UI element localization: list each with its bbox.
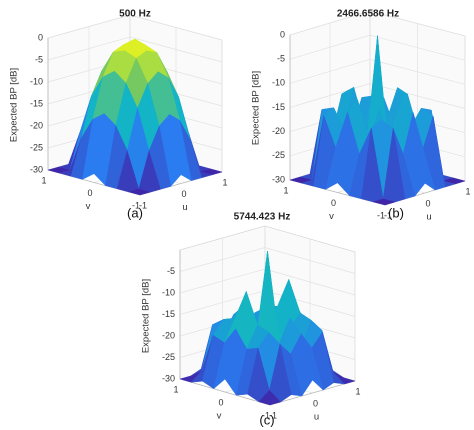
z-tick-label: -30	[272, 174, 285, 184]
x-tick-label: 0	[181, 189, 186, 199]
x-tick-label: -1	[384, 210, 392, 220]
x-tick-label: 0	[425, 198, 430, 208]
z-tick-label: -5	[167, 266, 175, 276]
x-tick-label: 1	[465, 186, 470, 196]
z-tick-label: -5	[35, 54, 43, 64]
z-tick-label: -15	[162, 309, 175, 319]
z-axis-label: Expected BP [dB]	[251, 71, 262, 145]
z-tick-label: 0	[280, 29, 285, 39]
z-tick-label: -15	[30, 98, 43, 108]
x-axis-label: u	[426, 212, 431, 223]
z-tick-label: -25	[272, 150, 285, 160]
y-tick-label: 1	[173, 384, 178, 394]
y-axis-label: v	[217, 411, 222, 422]
y-tick-label: -1	[132, 200, 140, 210]
z-tick-label: -20	[30, 120, 43, 130]
x-tick-label: 1	[355, 386, 360, 396]
y-axis-label: v	[86, 201, 91, 212]
caption: (b)	[388, 205, 404, 220]
chart-title: 500 Hz	[119, 9, 151, 20]
x-axis-label: u	[182, 202, 187, 213]
z-tick-label: -10	[162, 287, 175, 297]
chart-title: 2466.6586 Hz	[337, 9, 399, 20]
y-tick-label: -1	[262, 410, 270, 420]
z-tick-label: -20	[162, 330, 175, 340]
x-tick-label: 1	[222, 177, 227, 187]
y-tick-label: 1	[41, 175, 46, 185]
y-tick-label: -1	[377, 210, 385, 220]
z-tick-label: 0	[38, 32, 43, 42]
z-tick-label: -5	[277, 54, 285, 64]
x-tick-label: -1	[269, 410, 277, 420]
y-axis-label: v	[329, 211, 334, 222]
y-tick-label: 0	[218, 397, 223, 407]
z-tick-label: -10	[272, 78, 285, 88]
chart-title: 5744.423 Hz	[234, 212, 291, 223]
z-tick-label: -10	[30, 76, 43, 86]
z-tick-label: -30	[162, 373, 175, 383]
z-axis-label: Expected BP [dB]	[9, 68, 20, 142]
caption: (a)	[127, 205, 143, 220]
y-tick-label: 0	[331, 198, 336, 208]
z-tick-label: -15	[272, 102, 285, 112]
y-tick-label: 0	[87, 188, 92, 198]
caption: (c)	[259, 412, 274, 427]
z-axis-label: Expected BP [dB]	[141, 279, 152, 353]
z-tick-label: -30	[30, 164, 43, 174]
surface-patch	[372, 198, 396, 206]
z-tick-label: -25	[162, 352, 175, 362]
x-tick-label: -1	[139, 200, 147, 210]
x-axis-label: u	[314, 412, 319, 423]
surface-patch	[258, 389, 282, 406]
x-tick-label: 0	[313, 398, 318, 408]
z-tick-label: -20	[272, 126, 285, 136]
z-tick-label: -25	[30, 142, 43, 152]
surface-patch	[127, 188, 152, 196]
y-tick-label: 1	[283, 185, 288, 195]
